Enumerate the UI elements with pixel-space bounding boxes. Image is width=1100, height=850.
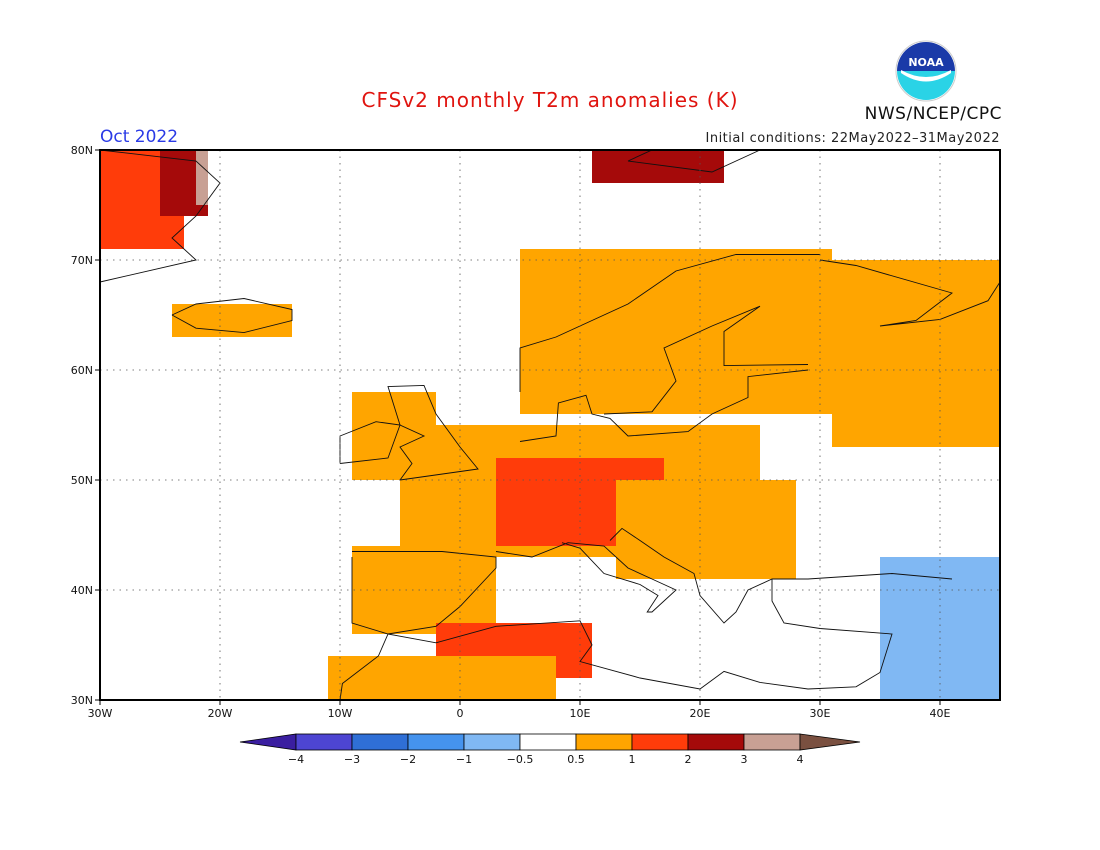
- lon-label: 20E: [690, 707, 711, 720]
- anomaly-region-5: [520, 249, 832, 414]
- colorbar-segment: [519, 733, 577, 751]
- coastline-9: [519, 369, 809, 442]
- colorbar-label: 0.5: [567, 753, 585, 766]
- coastline-1: [171, 298, 293, 334]
- coastline-5: [495, 542, 677, 613]
- colorbar-segment: [463, 733, 521, 751]
- lon-label: 0: [457, 707, 464, 720]
- lon-label: 40E: [930, 707, 951, 720]
- colorbar-segment: [295, 733, 353, 751]
- lat-label: 50N: [71, 474, 93, 487]
- colorbar-segment: [407, 733, 465, 751]
- noaa-logo-text: NOAA: [908, 56, 944, 69]
- anomaly-region-11: [616, 480, 796, 579]
- coastline-12: [819, 259, 1001, 327]
- colorbar-label: 4: [797, 753, 804, 766]
- anomaly-region-4: [592, 150, 724, 183]
- agency-label: NWS/NCEP/CPC: [864, 104, 1002, 124]
- anomaly-region-13: [328, 656, 556, 700]
- initial-conditions: Initial conditions: 22May2022–31May2022: [705, 131, 1000, 146]
- lat-label: 70N: [71, 254, 93, 267]
- lat-label: 60N: [71, 364, 93, 377]
- anomaly-region-6: [832, 260, 1000, 447]
- colorbar-label: −2: [400, 753, 416, 766]
- coastline-6: [609, 527, 953, 624]
- lat-label: 80N: [71, 144, 93, 157]
- colorbar-label: 2: [685, 753, 692, 766]
- noaa-logo-icon: NOAA: [895, 40, 957, 102]
- coastline-11: [603, 305, 809, 415]
- lon-label: 10W: [328, 707, 353, 720]
- colorbar-label: −4: [288, 753, 304, 766]
- longitude-labels: 30W 20W 10W 0 10E 20E 30E 40E: [88, 700, 951, 720]
- coastline-8: [339, 633, 389, 701]
- lon-label: 30E: [810, 707, 831, 720]
- lon-label: 20W: [208, 707, 233, 720]
- lat-label: 30N: [71, 694, 93, 707]
- anomaly-region-3: [172, 304, 292, 337]
- lon-label: 30W: [88, 707, 113, 720]
- colorbar-label: −3: [344, 753, 360, 766]
- colorbar-label: −0.5: [507, 753, 534, 766]
- colorbar-label: 3: [741, 753, 748, 766]
- colorbar-arrow-right: [799, 733, 861, 751]
- coastlines: [99, 149, 1001, 701]
- colorbar: −4 −3 −2 −1 −0.5 0.5 1 2 3 4: [239, 733, 861, 766]
- forecast-month: Oct 2022: [100, 127, 179, 147]
- lat-label: 40N: [71, 584, 93, 597]
- map-frame: [99, 149, 1001, 701]
- coastline-0: [99, 149, 221, 283]
- map-title: CFSv2 monthly T2m anomalies (K): [361, 88, 739, 112]
- colorbar-segment: [575, 733, 633, 751]
- lat-lon-grid: [100, 150, 1000, 700]
- colorbar-segment: [631, 733, 689, 751]
- coastline-10: [519, 254, 820, 392]
- lon-label: 10E: [570, 707, 591, 720]
- colorbar-label: −1: [456, 753, 472, 766]
- anomaly-region-14: [880, 557, 1000, 700]
- latitude-labels: 80N 70N 60N 50N 40N 30N: [71, 144, 100, 707]
- anomaly-cells: [100, 150, 1000, 700]
- coastline-3: [387, 384, 479, 481]
- colorbar-segment: [351, 733, 409, 751]
- colorbar-arrow-left: [239, 733, 297, 751]
- coastline-2: [339, 421, 401, 464]
- colorbar-segment: [687, 733, 745, 751]
- colorbar-label: 1: [629, 753, 636, 766]
- anomaly-region-2: [196, 150, 208, 205]
- coastline-7: [387, 579, 893, 690]
- colorbar-segment: [743, 733, 801, 751]
